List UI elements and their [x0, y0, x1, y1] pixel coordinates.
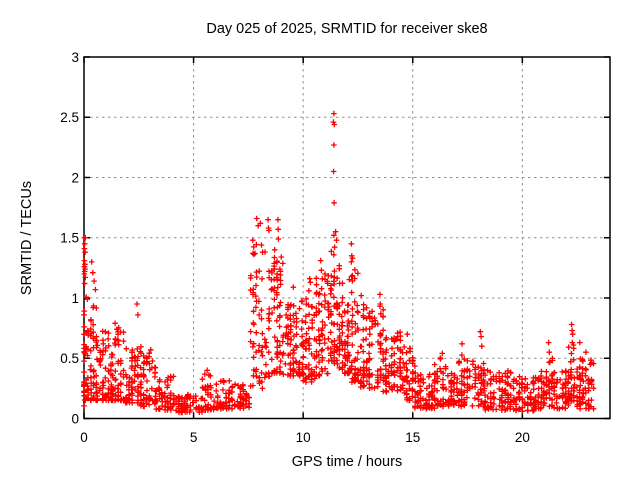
y-tick-label: 2.5	[60, 110, 79, 125]
gridlines	[84, 57, 610, 419]
x-tick-label: 5	[190, 430, 198, 445]
x-tick-label: 10	[296, 430, 311, 445]
x-tick-label: 20	[515, 430, 530, 445]
y-tick-label: 1	[71, 291, 79, 306]
y-tick-label: 2	[71, 170, 79, 185]
chart-title: Day 025 of 2025, SRMTID for receiver ske…	[206, 21, 487, 37]
x-axis-label: GPS time / hours	[292, 454, 402, 470]
y-tick-label: 1.5	[60, 231, 79, 246]
y-axis-label: SRMTID / TECUs	[19, 181, 35, 295]
y-tick-label: 0.5	[60, 351, 79, 366]
scatter-points	[81, 110, 597, 416]
y-tick-label: 3	[71, 50, 79, 65]
y-tick-label: 0	[71, 411, 79, 426]
data-points-path	[81, 110, 597, 416]
x-tick-label: 0	[80, 430, 88, 445]
x-tick-label: 15	[405, 430, 420, 445]
tick-labels: 0 5 10 15 20 0 0.5 1 1.5 2 2.5 3	[60, 50, 530, 445]
